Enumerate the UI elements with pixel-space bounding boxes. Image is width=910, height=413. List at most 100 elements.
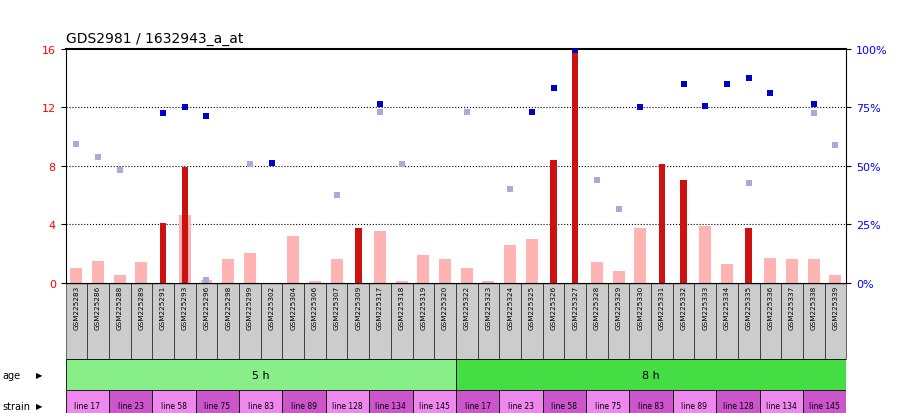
Text: line 89: line 89	[291, 401, 317, 410]
Bar	[391, 283, 412, 359]
Bar	[586, 283, 608, 359]
Text: GSM225317: GSM225317	[377, 285, 383, 329]
Bar	[564, 283, 586, 359]
Text: GSM225337: GSM225337	[789, 285, 795, 329]
Bar	[239, 283, 261, 359]
Bar	[374, 232, 386, 283]
Text: GSM225327: GSM225327	[572, 285, 578, 329]
Text: line 23: line 23	[508, 401, 534, 410]
Bar	[456, 359, 846, 390]
Text: line 58: line 58	[161, 401, 187, 410]
Bar	[716, 390, 760, 413]
Text: GSM225330: GSM225330	[637, 285, 643, 329]
Text: GSM225298: GSM225298	[225, 285, 231, 329]
Bar	[222, 260, 234, 283]
Bar	[526, 239, 538, 283]
Text: line 83: line 83	[248, 401, 274, 410]
Text: line 134: line 134	[376, 401, 406, 410]
Text: GSM225329: GSM225329	[615, 285, 622, 329]
Bar	[136, 263, 147, 283]
Bar	[760, 390, 803, 413]
Bar	[369, 283, 391, 359]
Bar	[456, 390, 500, 413]
Text: 8 h: 8 h	[642, 370, 660, 380]
Text: line 83: line 83	[638, 401, 664, 410]
Bar	[586, 390, 630, 413]
Text: ▶: ▶	[36, 401, 43, 410]
Text: GSM225324: GSM225324	[507, 285, 513, 329]
Bar	[87, 283, 109, 359]
Bar	[434, 283, 456, 359]
Bar	[672, 283, 694, 359]
Text: line 134: line 134	[766, 401, 796, 410]
Bar	[152, 390, 196, 413]
Text: GSM225319: GSM225319	[420, 285, 427, 329]
Bar	[460, 268, 472, 283]
Bar	[504, 245, 516, 283]
Text: line 128: line 128	[332, 401, 363, 410]
Bar	[239, 390, 282, 413]
Text: GSM225339: GSM225339	[833, 285, 838, 329]
Bar	[694, 283, 716, 359]
Text: GSM225309: GSM225309	[355, 285, 361, 329]
Bar	[412, 283, 434, 359]
Bar	[182, 168, 188, 283]
Bar	[760, 283, 782, 359]
Bar	[659, 165, 665, 283]
Text: GSM225318: GSM225318	[399, 285, 405, 329]
Bar	[808, 260, 820, 283]
Bar	[681, 181, 687, 283]
Bar	[781, 283, 803, 359]
Bar	[612, 271, 624, 283]
Bar	[282, 390, 326, 413]
Bar	[572, 50, 579, 283]
Text: GSM225304: GSM225304	[290, 285, 297, 329]
Text: line 89: line 89	[682, 401, 707, 410]
Text: line 145: line 145	[419, 401, 450, 410]
Bar	[652, 283, 672, 359]
Bar	[288, 236, 299, 283]
Bar	[261, 283, 282, 359]
Bar	[244, 254, 256, 283]
Bar	[109, 283, 131, 359]
Text: GSM225296: GSM225296	[204, 285, 209, 329]
Text: line 23: line 23	[117, 401, 144, 410]
Bar	[282, 283, 304, 359]
Text: GSM225299: GSM225299	[247, 285, 253, 329]
Bar	[330, 260, 342, 283]
Text: GSM225283: GSM225283	[74, 285, 79, 329]
Bar	[131, 283, 152, 359]
Bar	[721, 264, 733, 283]
Text: line 75: line 75	[204, 401, 230, 410]
Bar	[478, 283, 500, 359]
Bar	[551, 160, 557, 283]
Text: GSM225331: GSM225331	[659, 285, 665, 329]
Text: GSM225320: GSM225320	[442, 285, 448, 329]
Text: GSM225323: GSM225323	[485, 285, 491, 329]
Bar	[109, 390, 152, 413]
Text: GSM225328: GSM225328	[594, 285, 600, 329]
Bar	[630, 390, 672, 413]
Bar	[716, 283, 738, 359]
Bar	[200, 280, 212, 283]
Text: 5 h: 5 h	[252, 370, 269, 380]
Bar	[412, 390, 456, 413]
Text: line 128: line 128	[723, 401, 753, 410]
Bar	[304, 283, 326, 359]
Bar	[803, 390, 846, 413]
Bar	[700, 226, 712, 283]
Text: GSM225289: GSM225289	[138, 285, 145, 329]
Text: GSM225322: GSM225322	[464, 285, 470, 329]
Bar	[217, 283, 239, 359]
Bar	[500, 390, 542, 413]
Text: line 75: line 75	[594, 401, 621, 410]
Bar	[66, 390, 109, 413]
Bar	[418, 255, 430, 283]
Bar	[440, 260, 451, 283]
Bar	[196, 390, 239, 413]
Text: GDS2981 / 1632943_a_at: GDS2981 / 1632943_a_at	[66, 31, 243, 45]
Bar	[738, 283, 760, 359]
Text: GSM225302: GSM225302	[268, 285, 275, 329]
Text: line 58: line 58	[551, 401, 577, 410]
Bar	[152, 283, 174, 359]
